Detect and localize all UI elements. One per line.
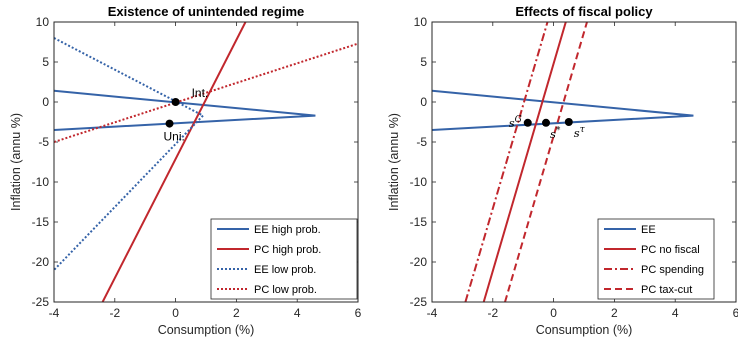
- equilibrium-point: [171, 98, 180, 106]
- legend-entry: PC tax-cut: [641, 284, 692, 296]
- legend-entry: PC spending: [641, 264, 704, 276]
- point-label: sτ: [574, 125, 586, 140]
- equilibrium-point: [165, 119, 174, 128]
- y-tick-label: 10: [414, 15, 428, 29]
- y-tick-label: 0: [420, 95, 427, 109]
- chart-title: Existence of unintended regime: [108, 4, 305, 19]
- x-tick-label: 4: [672, 306, 679, 320]
- x-tick-label: -2: [109, 306, 120, 320]
- y-axis-label: Inflation (annu %): [387, 113, 401, 211]
- y-tick-label: -5: [416, 135, 427, 149]
- y-tick-label: 0: [42, 95, 49, 109]
- series-line-2: [101, 22, 247, 302]
- legend-box: [597, 218, 715, 300]
- y-tick-label: -25: [32, 295, 50, 309]
- x-axis-label: Consumption (%): [158, 323, 255, 337]
- series-line-2: [482, 22, 567, 302]
- y-tick-label: 5: [42, 55, 49, 69]
- point-label: s*: [550, 126, 561, 141]
- y-tick-label: -20: [32, 255, 50, 269]
- equilibrium-point: [564, 118, 573, 126]
- series-line-1: [432, 89, 694, 131]
- series-line-4: [504, 22, 588, 302]
- legend-box: [210, 218, 358, 300]
- legend-entry: EE high prob.: [254, 224, 321, 236]
- x-axis-label: Consumption (%): [536, 323, 633, 337]
- x-tick-label: -4: [427, 306, 438, 320]
- series-line-3: [464, 22, 549, 302]
- series-group: [432, 22, 694, 302]
- series-group: [54, 22, 358, 302]
- y-tick-label: -25: [410, 295, 428, 309]
- x-tick-label: 4: [294, 306, 301, 320]
- point-label: Int.: [192, 86, 209, 100]
- series-line-1: [54, 89, 316, 131]
- x-tick-label: -2: [487, 306, 498, 320]
- legend-entry: PC no fiscal: [641, 244, 700, 256]
- chart-panel-2: Effects of fiscal policy-4 -2 0 2 4 6-25-20-1…: [387, 4, 738, 337]
- chart-panel-1: Existence of unintended regime-4 -2 0 2 4 6-2…: [9, 4, 362, 337]
- legend-entry: EE: [641, 224, 656, 236]
- equilibrium-point: [523, 118, 532, 127]
- x-tick-label: 6: [355, 306, 362, 320]
- equilibrium-point: [542, 118, 550, 127]
- y-axis-label: Inflation (annu %): [9, 113, 23, 211]
- legend-entry: PC high prob.: [254, 244, 321, 256]
- legend: EE PC no fiscal PC spending PC tax-cut: [597, 218, 715, 300]
- series-line-4: [54, 42, 358, 143]
- y-tick-label: -5: [38, 135, 49, 149]
- x-tick-label: 0: [172, 306, 179, 320]
- y-tick-label: -15: [410, 215, 428, 229]
- chart-title: Effects of fiscal policy: [515, 4, 653, 19]
- y-tick-label: -20: [410, 255, 428, 269]
- x-tick-label: 0: [550, 306, 557, 320]
- y-tick-label: -10: [410, 175, 428, 189]
- point-label: Uni.: [164, 130, 185, 144]
- x-tick-label: 6: [733, 306, 738, 320]
- axes-box: [431, 21, 737, 303]
- axes-box: [53, 21, 359, 303]
- x-tick-label: 2: [611, 306, 618, 320]
- y-tick-label: 10: [36, 15, 50, 29]
- x-tick-label: 2: [233, 306, 240, 320]
- legend: EE high prob. PC high prob. EE low prob. PC…: [210, 218, 358, 300]
- legend-entry: EE low prob.: [254, 264, 316, 276]
- y-tick-label: 5: [420, 55, 427, 69]
- y-tick-label: -10: [32, 175, 50, 189]
- x-tick-label: -4: [49, 306, 60, 320]
- y-tick-label: -15: [32, 215, 50, 229]
- legend-entry: PC low prob.: [254, 284, 317, 296]
- point-label: sG: [509, 115, 522, 130]
